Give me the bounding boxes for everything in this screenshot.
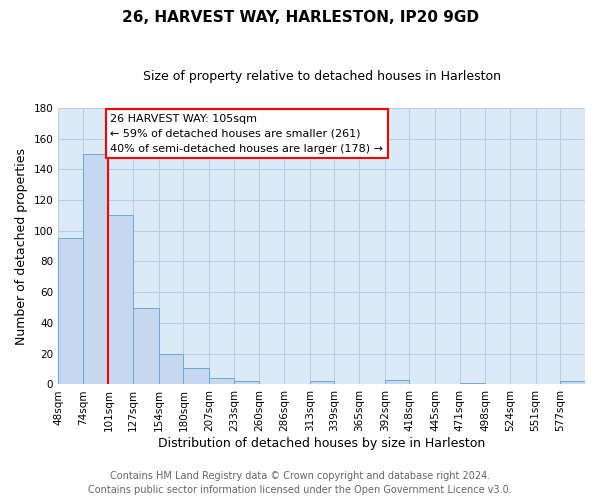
Bar bbox=[159, 354, 184, 384]
Bar bbox=[310, 382, 334, 384]
Text: Contains HM Land Registry data © Crown copyright and database right 2024.
Contai: Contains HM Land Registry data © Crown c… bbox=[88, 471, 512, 495]
Bar bbox=[83, 154, 109, 384]
Bar bbox=[560, 382, 585, 384]
Bar bbox=[58, 238, 83, 384]
X-axis label: Distribution of detached houses by size in Harleston: Distribution of detached houses by size … bbox=[158, 437, 485, 450]
Y-axis label: Number of detached properties: Number of detached properties bbox=[15, 148, 28, 344]
Text: 26 HARVEST WAY: 105sqm
← 59% of detached houses are smaller (261)
40% of semi-de: 26 HARVEST WAY: 105sqm ← 59% of detached… bbox=[110, 114, 383, 154]
Bar bbox=[209, 378, 234, 384]
Bar bbox=[133, 308, 159, 384]
Bar bbox=[234, 382, 259, 384]
Bar bbox=[109, 216, 133, 384]
Bar bbox=[385, 380, 409, 384]
Title: Size of property relative to detached houses in Harleston: Size of property relative to detached ho… bbox=[143, 70, 500, 83]
Bar bbox=[460, 383, 485, 384]
Text: 26, HARVEST WAY, HARLESTON, IP20 9GD: 26, HARVEST WAY, HARLESTON, IP20 9GD bbox=[121, 10, 479, 25]
Bar bbox=[184, 368, 209, 384]
